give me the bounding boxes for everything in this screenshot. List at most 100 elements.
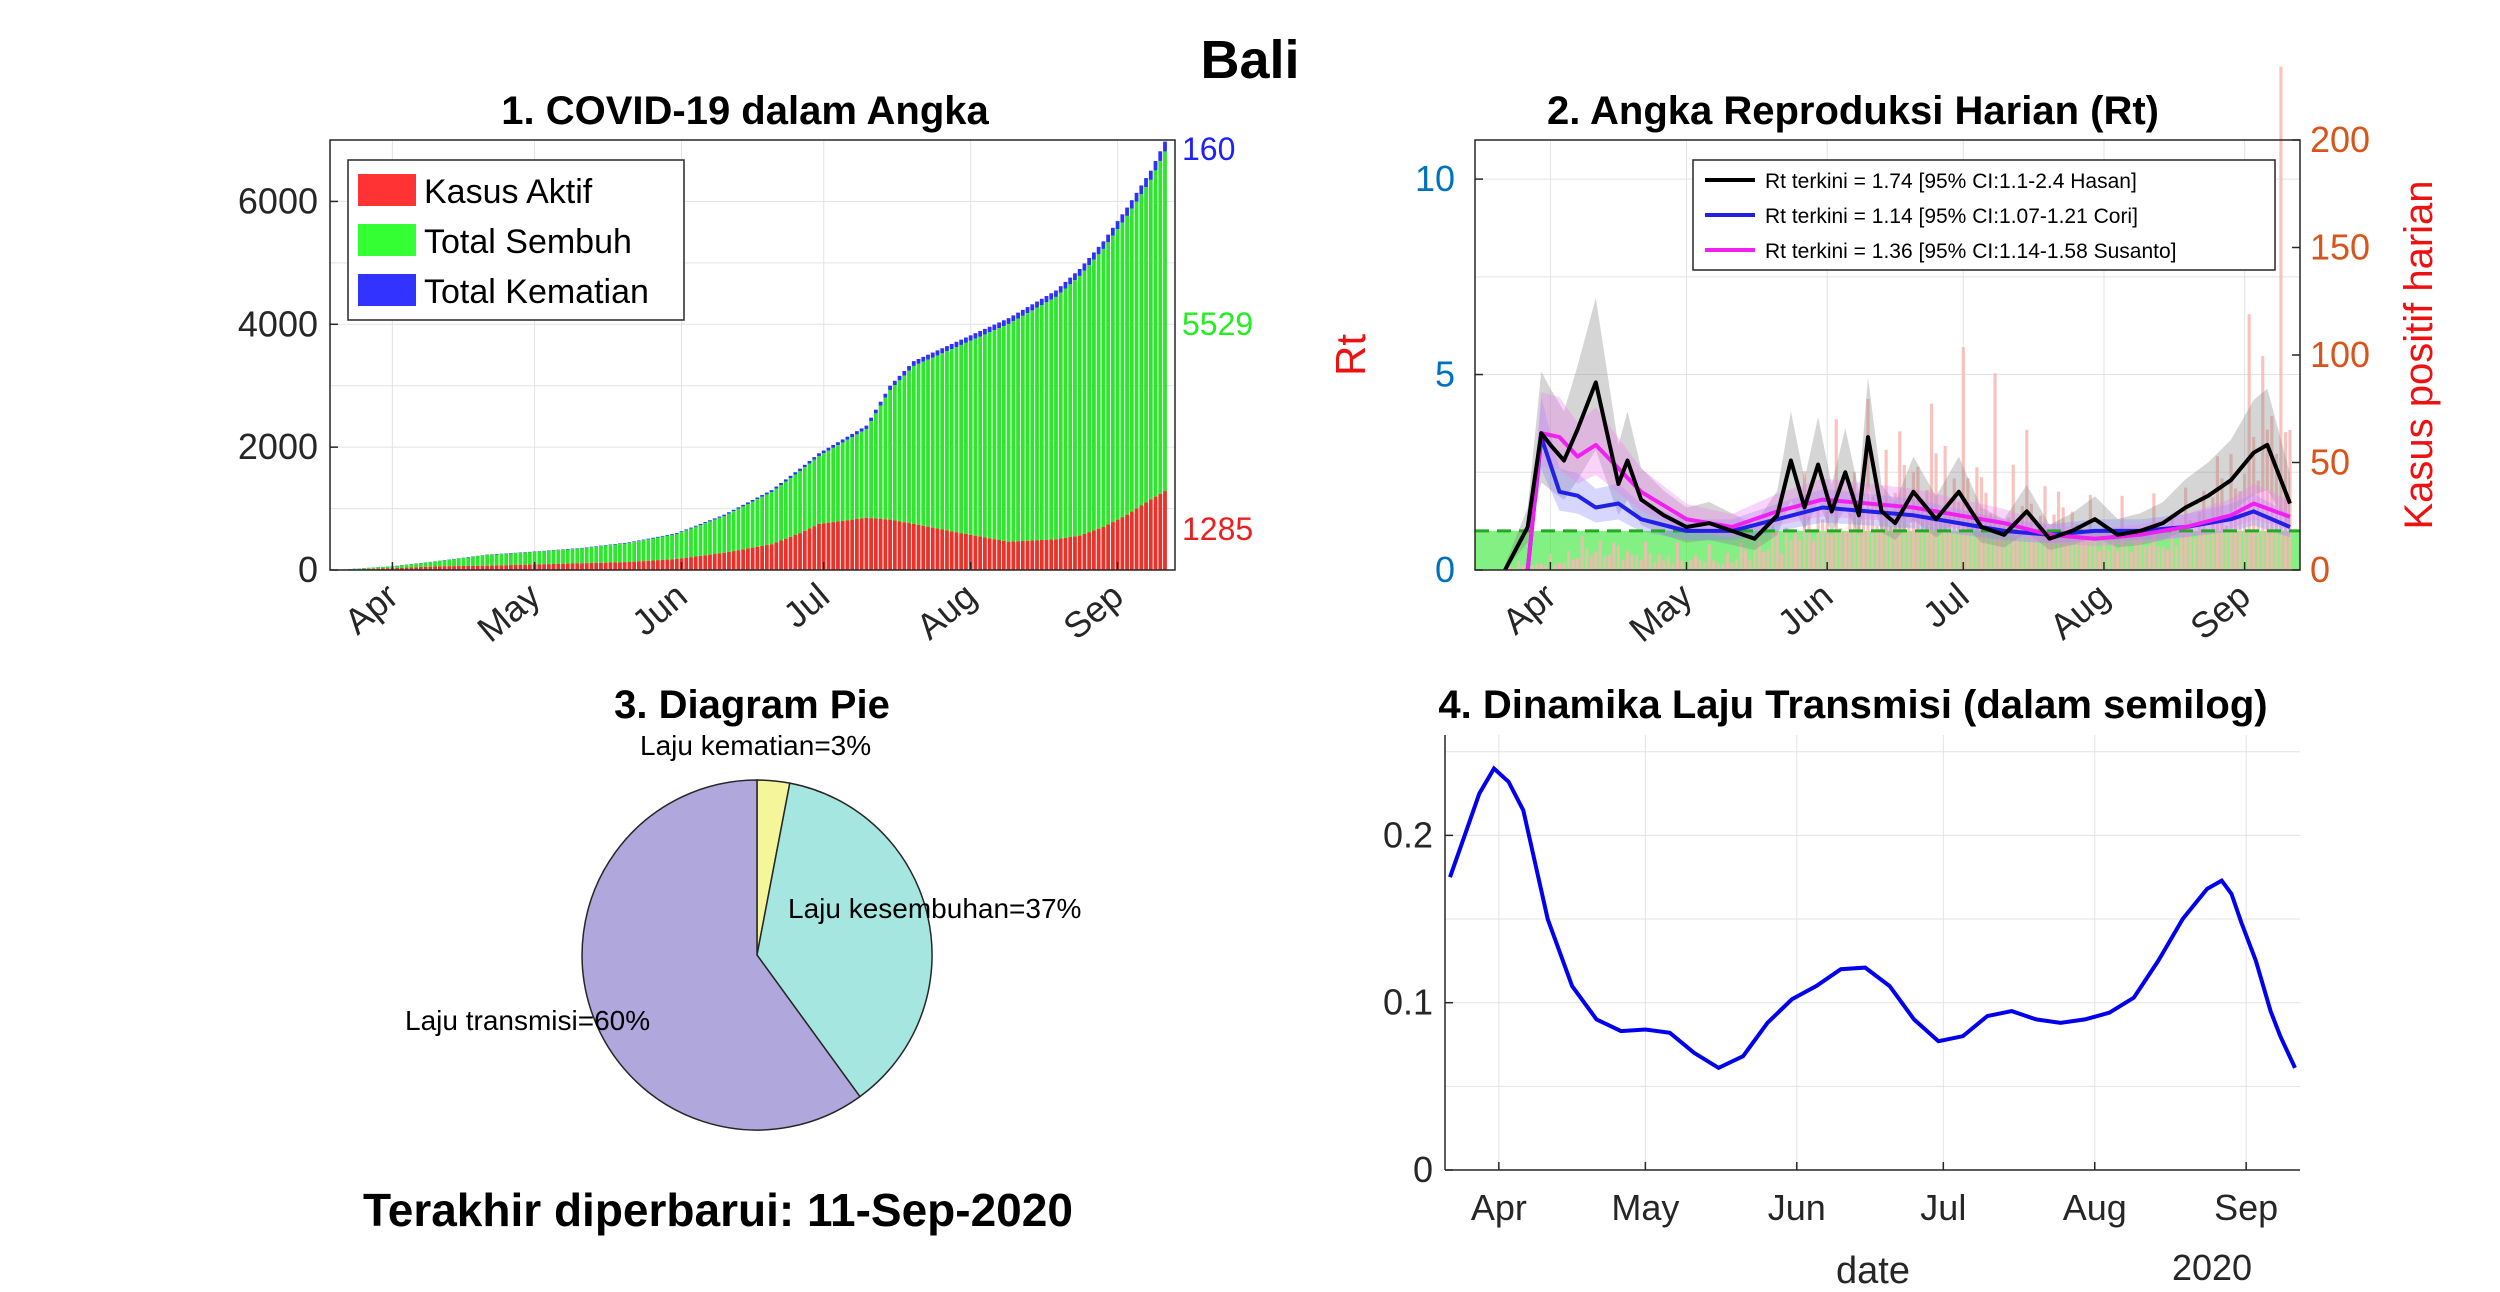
- bar-recovered: [826, 450, 831, 523]
- daily-case-bar: [1680, 560, 1684, 570]
- daily-case-bar: [1929, 403, 1934, 570]
- p2-xtick-label: Jun: [1769, 575, 1840, 644]
- bar-deaths: [532, 551, 537, 553]
- bar-recovered: [646, 539, 651, 561]
- bar-recovered: [836, 445, 840, 522]
- bar-active: [717, 553, 722, 570]
- bar-active: [618, 562, 622, 570]
- bar-active: [513, 564, 518, 570]
- bar-deaths: [997, 322, 1001, 329]
- bar-active: [831, 522, 836, 570]
- bar-active: [1092, 530, 1096, 570]
- daily-case-bar: [1857, 510, 1861, 570]
- bar-deaths: [456, 558, 461, 559]
- bar-recovered: [779, 484, 783, 541]
- bar-active: [693, 556, 698, 570]
- bar-active: [414, 567, 418, 570]
- bar-active: [480, 565, 485, 570]
- end-label-active: 1285: [1182, 511, 1253, 547]
- bar-deaths: [542, 550, 546, 552]
- bar-deaths: [589, 546, 594, 548]
- daily-case-bar: [1948, 510, 1952, 570]
- pie-slice-2: [581, 779, 861, 1131]
- bar-recovered: [381, 566, 385, 569]
- p3-slices: [581, 779, 933, 1131]
- bar-recovered: [817, 455, 821, 524]
- bar-deaths: [982, 328, 987, 335]
- footer-updated: Terakhir diperbarui: 11-Sep-2020: [363, 1184, 1073, 1236]
- bar-active: [594, 562, 599, 570]
- daily-case-bar: [1657, 554, 1661, 570]
- bar-recovered: [665, 535, 670, 560]
- bar-recovered: [926, 359, 930, 527]
- daily-case-bar: [2170, 514, 2174, 570]
- daily-case-bar: [2016, 519, 2020, 570]
- daily-case-bar: [1630, 554, 1634, 570]
- bar-recovered: [888, 389, 892, 520]
- bar-recovered: [684, 530, 689, 558]
- daily-case-bar: [2111, 541, 2115, 570]
- bar-recovered: [722, 515, 727, 553]
- bar-active: [1006, 541, 1011, 570]
- daily-case-bar: [1961, 347, 1965, 570]
- daily-case-bar: [1585, 548, 1589, 570]
- bar-active: [561, 563, 565, 570]
- bar-recovered: [537, 551, 542, 565]
- bar-active: [916, 524, 921, 570]
- bar-active: [850, 519, 855, 570]
- bar-recovered: [395, 565, 400, 568]
- p2-ytick-left-label: 10: [1415, 158, 1455, 199]
- daily-case-bar: [1870, 496, 1875, 570]
- bar-recovered: [959, 344, 964, 534]
- p4-xtick-label: Jun: [1768, 1187, 1826, 1228]
- bar-recovered: [997, 328, 1001, 541]
- bar-deaths: [1144, 178, 1148, 188]
- daily-case-bar: [1557, 562, 1562, 570]
- bar-active: [722, 552, 727, 570]
- bar-recovered: [452, 559, 456, 567]
- bar-recovered: [712, 519, 717, 555]
- daily-case-bar: [1752, 549, 1757, 570]
- bar-deaths: [627, 542, 632, 543]
- bar-recovered: [736, 508, 741, 551]
- bar-deaths: [475, 555, 480, 557]
- p1-xtick-label: Aug: [908, 575, 983, 648]
- bar-recovered: [883, 397, 888, 520]
- bar-recovered: [551, 550, 556, 564]
- bar-active: [954, 532, 959, 570]
- bar-deaths: [1087, 257, 1092, 266]
- bar-deaths: [565, 548, 570, 550]
- bar-deaths: [670, 534, 674, 535]
- bar-active: [627, 562, 632, 570]
- daily-case-bar: [1848, 513, 1852, 570]
- bar-recovered: [456, 558, 461, 567]
- p3-title: 3. Diagram Pie: [614, 683, 890, 727]
- bar-active: [580, 563, 584, 570]
- daily-case-bar: [1662, 560, 1666, 570]
- bar-recovered: [897, 380, 902, 522]
- bar-deaths: [892, 380, 897, 386]
- daily-case-bar: [1712, 560, 1716, 570]
- bar-deaths: [1092, 252, 1096, 260]
- bar-deaths: [575, 548, 580, 549]
- bar-recovered: [466, 557, 471, 566]
- daily-case-bar: [1589, 556, 1593, 570]
- bar-deaths: [859, 428, 864, 432]
- daily-case-bar: [1816, 506, 1820, 570]
- daily-case-bar: [1875, 525, 1879, 570]
- bar-recovered: [793, 474, 798, 535]
- daily-case-bar: [1743, 549, 1748, 570]
- bar-active: [1125, 514, 1129, 570]
- p2-xtick-label: Apr: [1494, 575, 1563, 642]
- bar-active: [793, 534, 798, 570]
- bar-deaths: [959, 339, 964, 345]
- daily-case-bar: [2165, 549, 2170, 570]
- daily-case-bar: [1734, 558, 1739, 570]
- p4-xtick-label: Aug: [2063, 1187, 2127, 1228]
- bar-active: [433, 566, 437, 570]
- bar-deaths: [964, 337, 968, 343]
- daily-case-bar: [1907, 524, 1911, 570]
- bar-active: [1068, 537, 1073, 570]
- bar-recovered: [945, 351, 949, 531]
- daily-case-bar: [1580, 536, 1584, 570]
